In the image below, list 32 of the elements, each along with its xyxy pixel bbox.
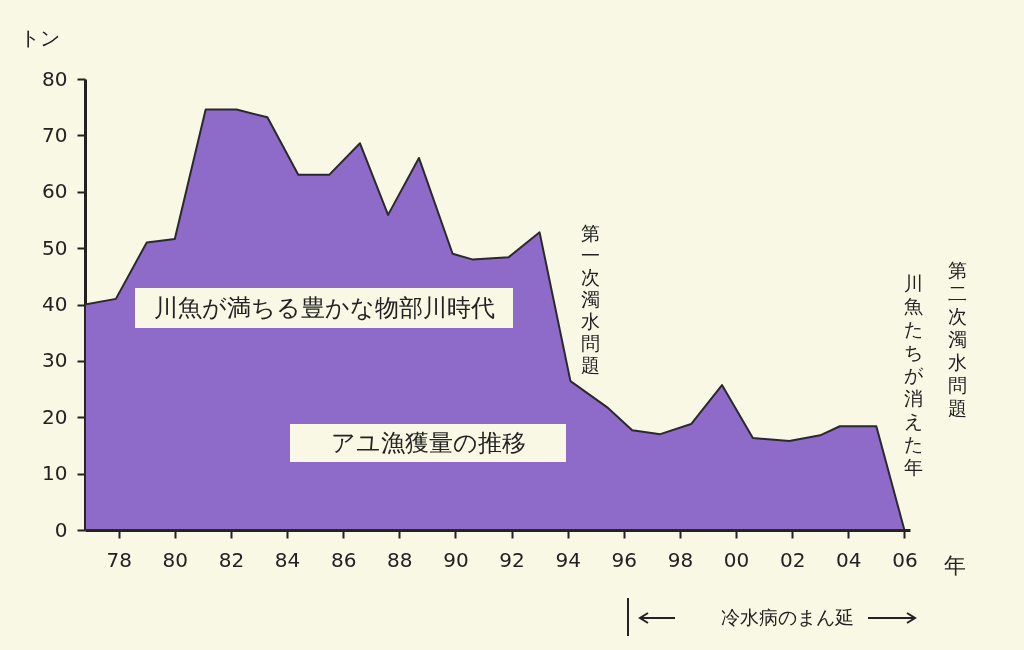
x-tick-label: 84 — [274, 547, 301, 572]
y-axis-title: トン — [20, 26, 60, 50]
y-tick-label: 10 — [42, 461, 68, 486]
text-box: 川魚が満ちる豊かな物部川時代 — [135, 288, 513, 328]
text: 川魚たちが消えた年 — [903, 272, 923, 478]
text: 冷水病のまん延 — [720, 606, 854, 628]
x-tick-label: 94 — [555, 547, 581, 572]
x-tick-label: 90 — [443, 547, 469, 572]
x-tick-label: 88 — [387, 547, 413, 572]
y-tick-label: 20 — [42, 404, 68, 429]
x-tick-label: 78 — [106, 547, 132, 572]
x-tick-label: 06 — [892, 547, 918, 572]
y-tick-label: 30 — [42, 348, 68, 373]
x-tick-label: 00 — [723, 547, 750, 572]
annotation: 第一次濁水問題 — [580, 222, 600, 376]
text-box: アユ漁獲量の推移 — [290, 424, 566, 462]
y-tick-label: 70 — [42, 122, 68, 147]
x-tick-label: 96 — [611, 547, 637, 572]
x-tick-label: 98 — [667, 547, 694, 572]
x-tick-label: 02 — [779, 547, 806, 572]
y-tick-label: 0 — [54, 517, 68, 542]
y-tick-label: 60 — [42, 179, 68, 204]
x-tick-label: 82 — [218, 547, 245, 572]
x-tick-label: 80 — [162, 547, 189, 572]
y-tick-label: 80 — [42, 66, 68, 91]
y-tick-label: 50 — [42, 235, 68, 260]
x-axis-title: 年 — [944, 553, 966, 578]
text: 第二次濁水問題 — [947, 259, 967, 419]
x-tick-label: 92 — [499, 547, 525, 572]
y-tick-label: 40 — [42, 292, 68, 316]
x-tick-label: 04 — [836, 547, 862, 572]
x-tick-label: 86 — [330, 547, 357, 572]
